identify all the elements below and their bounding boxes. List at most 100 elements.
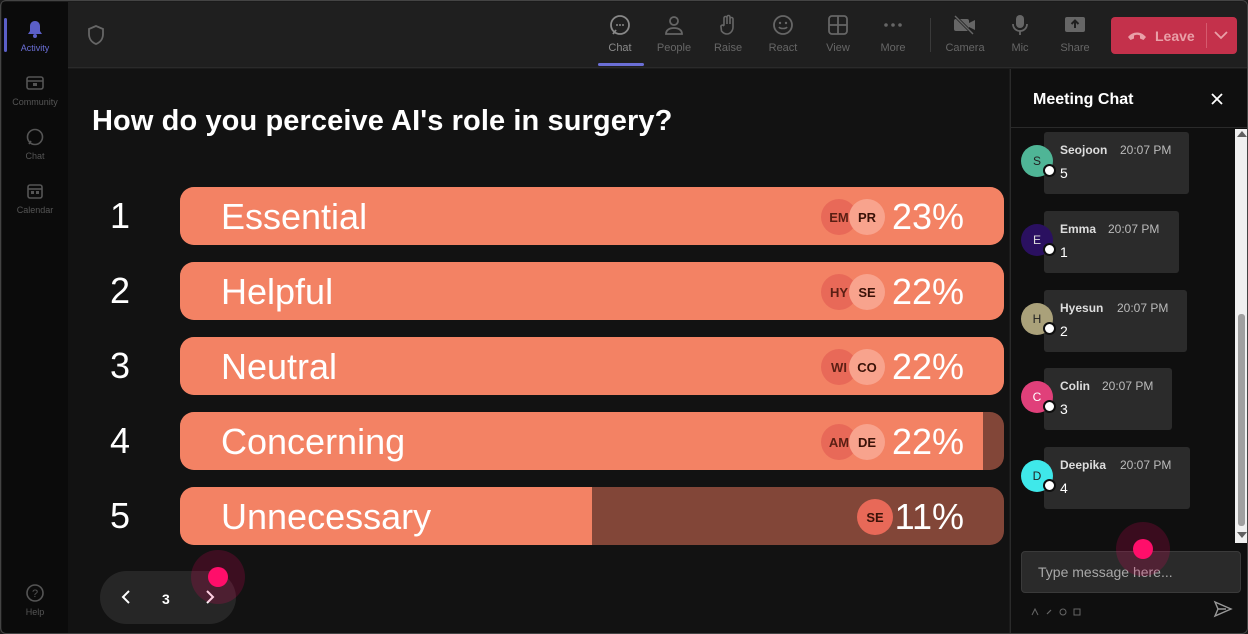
option-percent: 23% [891,196,964,237]
avatar: E [1021,224,1053,256]
presence-dot [1043,322,1056,335]
chat-icon [24,126,46,148]
voter-avatar: DE [849,424,885,460]
message-text: 3 [1060,401,1068,417]
raise-button-label: Raise [713,42,743,54]
view-button-label: View [826,42,850,54]
message-time: 20:07 PM [1120,458,1172,472]
chat-message: Hyesun 20:07 PM 2 H [1021,290,1191,352]
rail-item-label: Community [12,96,58,107]
phone-hangup-icon [1127,29,1147,43]
option-bar[interactable]: Neutral WI CO 22% [180,337,1004,395]
message-bubble: Deepika 20:07 PM 4 [1044,447,1190,509]
more-button[interactable]: More [869,12,917,62]
rail-item-label: Activity [20,42,50,53]
people-button-label: People [656,42,692,54]
chat-button[interactable]: Chat [596,12,644,66]
poll-question: How do you perceive AI's role in surgery… [92,105,673,137]
chat-message: Seojoon 20:07 PM 5 S [1021,132,1191,194]
poll-option: 5 Unnecessary SE 11% [68,487,1009,547]
share-button[interactable]: Share [1051,12,1099,62]
message-author: Deepika [1060,458,1107,472]
svg-text:?: ? [32,588,38,600]
gif-icon[interactable] [1073,603,1081,616]
react-button-label: React [768,42,798,54]
people-button[interactable]: People [650,12,698,62]
scroll-up-arrow-icon[interactable] [1237,131,1247,137]
format-icon[interactable] [1031,603,1039,616]
mic-button[interactable]: Mic [996,12,1044,62]
voter-avatar: AM [821,424,857,460]
message-text: 1 [1060,244,1068,260]
rail-item-community[interactable]: Community [2,62,68,116]
leave-button[interactable]: Leave [1111,17,1237,54]
option-number: 2 [110,270,131,311]
option-percent: 11% [894,496,964,537]
more-button-label: More [880,42,906,54]
poll-option: 3 Neutral WI CO 22% [68,337,1009,397]
option-percent: 22% [891,346,964,387]
rail-item-label: Help [25,606,45,617]
message-compose-box [1021,551,1241,593]
rail-item-calendar[interactable]: Calendar [2,170,68,224]
rail-item-label: Calendar [16,204,54,215]
message-bubble: Colin 20:07 PM 3 [1044,368,1172,430]
option-label: Helpful [221,271,334,312]
camera-button[interactable]: Camera [941,12,989,62]
chevron-left-icon[interactable] [114,585,138,609]
scrollbar-thumb[interactable] [1238,314,1245,526]
calendar-icon [24,180,46,202]
attach-icon[interactable] [1045,603,1053,615]
presence-dot [1043,164,1056,177]
send-icon[interactable] [1213,600,1233,618]
voter-avatar: SE [857,499,893,535]
meeting-toolbar: Chat People Raise React View [68,2,1247,68]
message-text: 5 [1060,165,1068,181]
poll-option: 1 Essential EM PR 23% [68,187,1009,247]
chat-message: Emma 20:07 PM 1 E [1021,211,1191,273]
rail-item-chat[interactable]: Chat [2,116,68,170]
mic-icon [1007,12,1033,38]
message-author: Colin [1060,379,1090,393]
smiley-icon [770,12,796,38]
voter-avatar: SE [849,274,885,310]
presence-dot [1043,243,1056,256]
click-indicator [1116,522,1170,576]
message-time: 20:07 PM [1102,379,1154,393]
rail-item-label: Chat [25,150,45,161]
scroll-down-arrow-icon[interactable] [1237,532,1247,538]
camera-off-icon [952,12,978,38]
chat-button-label: Chat [608,42,632,54]
chat-message: Deepika 20:07 PM 4 D [1021,447,1191,509]
option-number: 1 [110,195,131,236]
option-label: Unnecessary [221,496,432,537]
react-button[interactable]: React [759,12,807,62]
chat-icon [607,12,633,38]
chevron-down-icon[interactable] [1211,27,1231,43]
meeting-chat-panel: Meeting Chat Seojoon 20:07 PM 5 S Emma 2… [1010,69,1247,633]
poll-option: 2 Helpful HY SE 22% [68,262,1009,322]
close-icon[interactable] [1209,91,1227,109]
option-bar[interactable]: Essential EM PR 23% [180,187,1004,245]
option-number: 3 [110,345,131,386]
option-bar[interactable]: Helpful HY SE 22% [180,262,1004,320]
chevron-right-icon[interactable] [198,585,222,609]
message-author: Hyesun [1060,301,1104,315]
rail-item-help[interactable]: ? Help [2,572,68,626]
option-label: Concerning [221,421,406,462]
option-bar-fill [180,487,592,545]
emoji-icon[interactable] [1059,603,1067,616]
option-bar[interactable]: Concerning AM DE 22% [180,412,1004,470]
shield-icon [86,24,108,46]
raise-hand-button[interactable]: Raise [704,12,752,62]
poll-results-panel: How do you perceive AI's role in surgery… [68,69,1009,633]
rail-item-activity[interactable]: Activity [2,8,68,62]
message-time: 20:07 PM [1117,301,1169,315]
leave-button-label: Leave [1155,27,1195,44]
option-bar[interactable]: Unnecessary SE 11% [180,487,1004,545]
ellipsis-icon [880,12,906,38]
view-button[interactable]: View [814,12,862,62]
message-bubble: Emma 20:07 PM 1 [1044,211,1179,273]
message-input[interactable] [1022,552,1240,592]
